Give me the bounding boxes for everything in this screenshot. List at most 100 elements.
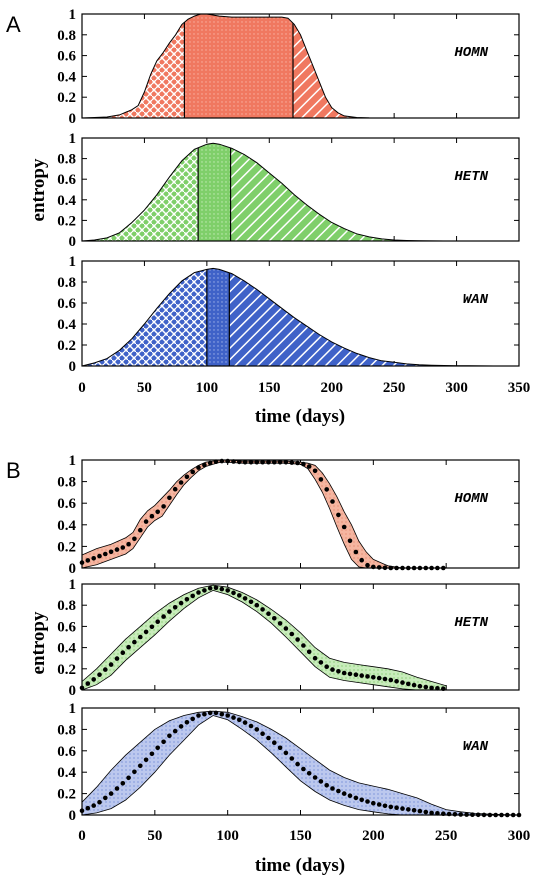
mean-point-homn xyxy=(97,553,102,559)
mean-point-wan xyxy=(149,751,155,757)
mean-point-wan xyxy=(207,710,213,716)
mean-point-wan xyxy=(120,781,126,786)
mean-point-wan xyxy=(219,711,225,717)
area-region-homn-3 xyxy=(293,23,519,118)
mean-point-homn xyxy=(190,469,195,475)
mean-point-wan xyxy=(190,716,195,722)
mean-point-homn xyxy=(237,459,242,465)
mean-point-homn xyxy=(161,504,166,509)
mean-point-homn xyxy=(330,499,335,504)
mean-point-hetn xyxy=(295,637,300,642)
area-region-hetn-3 xyxy=(230,147,519,241)
xtick-label-b: 200 xyxy=(362,828,385,844)
mean-point-wan xyxy=(359,797,365,803)
mean-point-hetn xyxy=(353,672,359,677)
mean-point-hetn xyxy=(371,675,376,680)
axis-a-3-ytick-label: 0.8 xyxy=(57,275,76,291)
axis-a-2-ytick-label: 1 xyxy=(69,131,77,147)
mean-point-homn xyxy=(312,468,318,474)
subplot-b-homn: 0 0.2 0.4 0.6 0.8 1 HOMN xyxy=(57,453,520,577)
mean-point-hetn xyxy=(207,585,213,591)
mean-point-wan xyxy=(406,807,411,812)
mean-point-wan xyxy=(347,793,353,798)
mean-point-hetn xyxy=(248,599,254,605)
axis-a-3-ytick-label: 0.4 xyxy=(57,317,76,333)
mean-point-homn xyxy=(353,549,359,555)
xtick-label-b: 50 xyxy=(147,828,162,844)
axis-a-1-ytick-label: 1 xyxy=(69,7,77,23)
mean-point-hetn xyxy=(85,681,91,686)
panel-label-a: A xyxy=(6,12,21,37)
mean-point-wan xyxy=(254,727,260,732)
subplot-label-b-hetn: HETN xyxy=(454,615,488,631)
mean-point-hetn xyxy=(336,669,341,674)
mean-point-wan xyxy=(242,720,248,725)
subplot-b-hetn: 0 0.2 0.4 0.6 0.8 1 HETN xyxy=(57,577,520,699)
mean-point-homn xyxy=(242,459,248,465)
plot-frame-a-2 xyxy=(81,137,520,242)
mean-point-homn xyxy=(336,512,341,518)
mean-point-hetn xyxy=(143,629,149,635)
xtick-label-b: 100 xyxy=(216,828,239,844)
x-axis-title-a: time (days) xyxy=(255,406,345,427)
mean-point-hetn xyxy=(388,677,394,683)
mean-point-wan xyxy=(365,799,370,804)
mean-point-homn xyxy=(202,462,207,468)
mean-point-homn xyxy=(155,509,160,515)
mean-point-hetn xyxy=(347,671,353,677)
mean-point-homn xyxy=(301,461,306,467)
xtick-label-a: 150 xyxy=(258,380,281,396)
mean-point-hetn xyxy=(411,682,417,688)
mean-point-hetn xyxy=(242,596,248,601)
axis-b-1-ytick-label: 0.4 xyxy=(57,518,76,534)
mean-point-homn xyxy=(143,519,149,524)
mean-point-hetn xyxy=(341,670,347,676)
axis-b-2-ytick-label: 0 xyxy=(69,683,77,699)
mean-point-homn xyxy=(178,480,184,485)
plot-frame-b-2 xyxy=(81,583,520,691)
curve-homn xyxy=(81,13,382,119)
mean-point-hetn xyxy=(272,616,277,621)
mean-point-wan xyxy=(341,791,347,796)
axis-b-2-ytick-label: 0.2 xyxy=(57,662,76,678)
mean-point-wan xyxy=(429,810,434,816)
mean-point-hetn xyxy=(301,643,306,648)
axis-b-2-ytick-label: 0.6 xyxy=(57,619,76,635)
mean-point-homn xyxy=(277,459,283,465)
mean-point-homn xyxy=(306,464,312,469)
axis-b-1-ytick-label: 0.2 xyxy=(57,539,76,555)
mean-point-wan xyxy=(143,757,149,763)
mean-point-wan xyxy=(423,809,429,815)
mean-point-homn xyxy=(289,460,295,465)
mean-point-wan xyxy=(155,745,160,751)
mean-point-wan xyxy=(289,756,295,761)
mean-point-homn xyxy=(318,477,324,482)
mean-point-wan xyxy=(394,805,399,810)
area-region-hetn-2 xyxy=(198,143,231,241)
axis-a-1-ytick-label: 0.4 xyxy=(57,69,76,85)
mean-point-wan xyxy=(167,733,172,739)
axis-b-2-ytick-label: 1 xyxy=(69,577,77,593)
mean-point-wan xyxy=(97,799,102,805)
mean-point-homn xyxy=(254,459,260,465)
mean-point-wan xyxy=(452,812,458,817)
curve-hetn xyxy=(81,142,457,242)
mean-point-hetn xyxy=(365,674,370,679)
xtick-label-b: 150 xyxy=(289,828,312,844)
mean-point-hetn xyxy=(417,683,423,689)
mean-point-hetn xyxy=(149,624,155,630)
mean-point-hetn xyxy=(289,631,295,637)
xtick-label-b: 250 xyxy=(435,828,458,844)
mean-point-wan xyxy=(108,791,114,796)
mean-point-wan xyxy=(126,775,131,781)
area-region-hetn-1 xyxy=(82,147,199,241)
axis-a-2-ytick-label: 0.8 xyxy=(57,152,76,168)
mean-point-homn xyxy=(138,527,143,533)
mean-point-hetn xyxy=(330,667,335,672)
mean-point-wan xyxy=(301,766,306,772)
mean-point-wan xyxy=(295,761,300,767)
mean-point-hetn xyxy=(103,667,108,672)
mean-point-wan xyxy=(231,715,236,720)
mean-point-wan xyxy=(330,786,335,791)
